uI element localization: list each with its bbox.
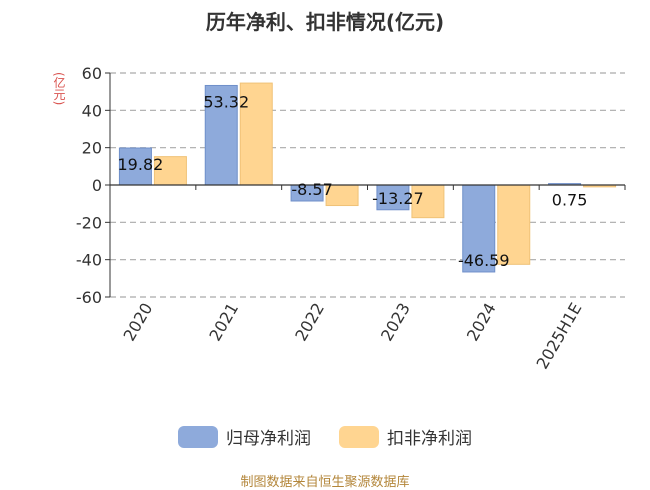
- y-tick-label: 0: [92, 176, 102, 195]
- bar-net-profit: [118, 147, 152, 186]
- data-label: -46.59: [458, 251, 510, 270]
- legend-label-deducted: 扣非净利润: [387, 429, 472, 449]
- y-tick-label: 40: [82, 101, 102, 120]
- bar-chart: 60 40 20 0 -20 -40 -60 19.82 53.32 -8.57 -13.27 -46…: [76, 64, 626, 373]
- x-tick-label: 2020: [120, 300, 157, 345]
- y-tick-label: 20: [82, 139, 102, 158]
- bar-net-profit: [204, 84, 238, 186]
- x-tick-label: 2025H1E: [533, 300, 586, 373]
- data-label: 53.32: [203, 92, 249, 111]
- bar-deducted: [411, 184, 445, 219]
- x-tick-label: 2021: [205, 300, 242, 345]
- legend: 归母净利润 扣非净利润: [0, 424, 650, 449]
- bar-deducted: [239, 82, 273, 186]
- data-label: 0.75: [552, 191, 588, 210]
- data-label: -8.57: [291, 180, 332, 199]
- data-label: 19.82: [118, 155, 164, 174]
- x-tick-label: 2023: [377, 300, 414, 345]
- y-axis-unit: (亿元): [52, 72, 66, 106]
- x-tick-label: 2024: [463, 300, 500, 345]
- legend-label-net-profit: 归母净利润: [226, 429, 311, 449]
- bar-deducted: [497, 184, 531, 265]
- bar-net-profit: [376, 184, 410, 211]
- data-label: -13.27: [372, 189, 424, 208]
- legend-swatch-net-profit: [178, 425, 218, 448]
- x-tick-label: 2022: [291, 300, 328, 345]
- legend-item-deducted[interactable]: 扣非净利润: [339, 424, 472, 449]
- y-tick-label: -40: [76, 251, 102, 270]
- y-tick-label: -20: [76, 213, 102, 232]
- data-source: 制图数据来自恒生聚源数据库: [240, 475, 410, 490]
- y-tick-label: -60: [76, 288, 102, 307]
- legend-swatch-deducted: [339, 425, 379, 448]
- chart-title: 历年净利、扣非情况(亿元): [205, 10, 445, 34]
- legend-item-net-profit[interactable]: 归母净利润: [178, 424, 311, 449]
- y-tick-label: 60: [82, 64, 102, 83]
